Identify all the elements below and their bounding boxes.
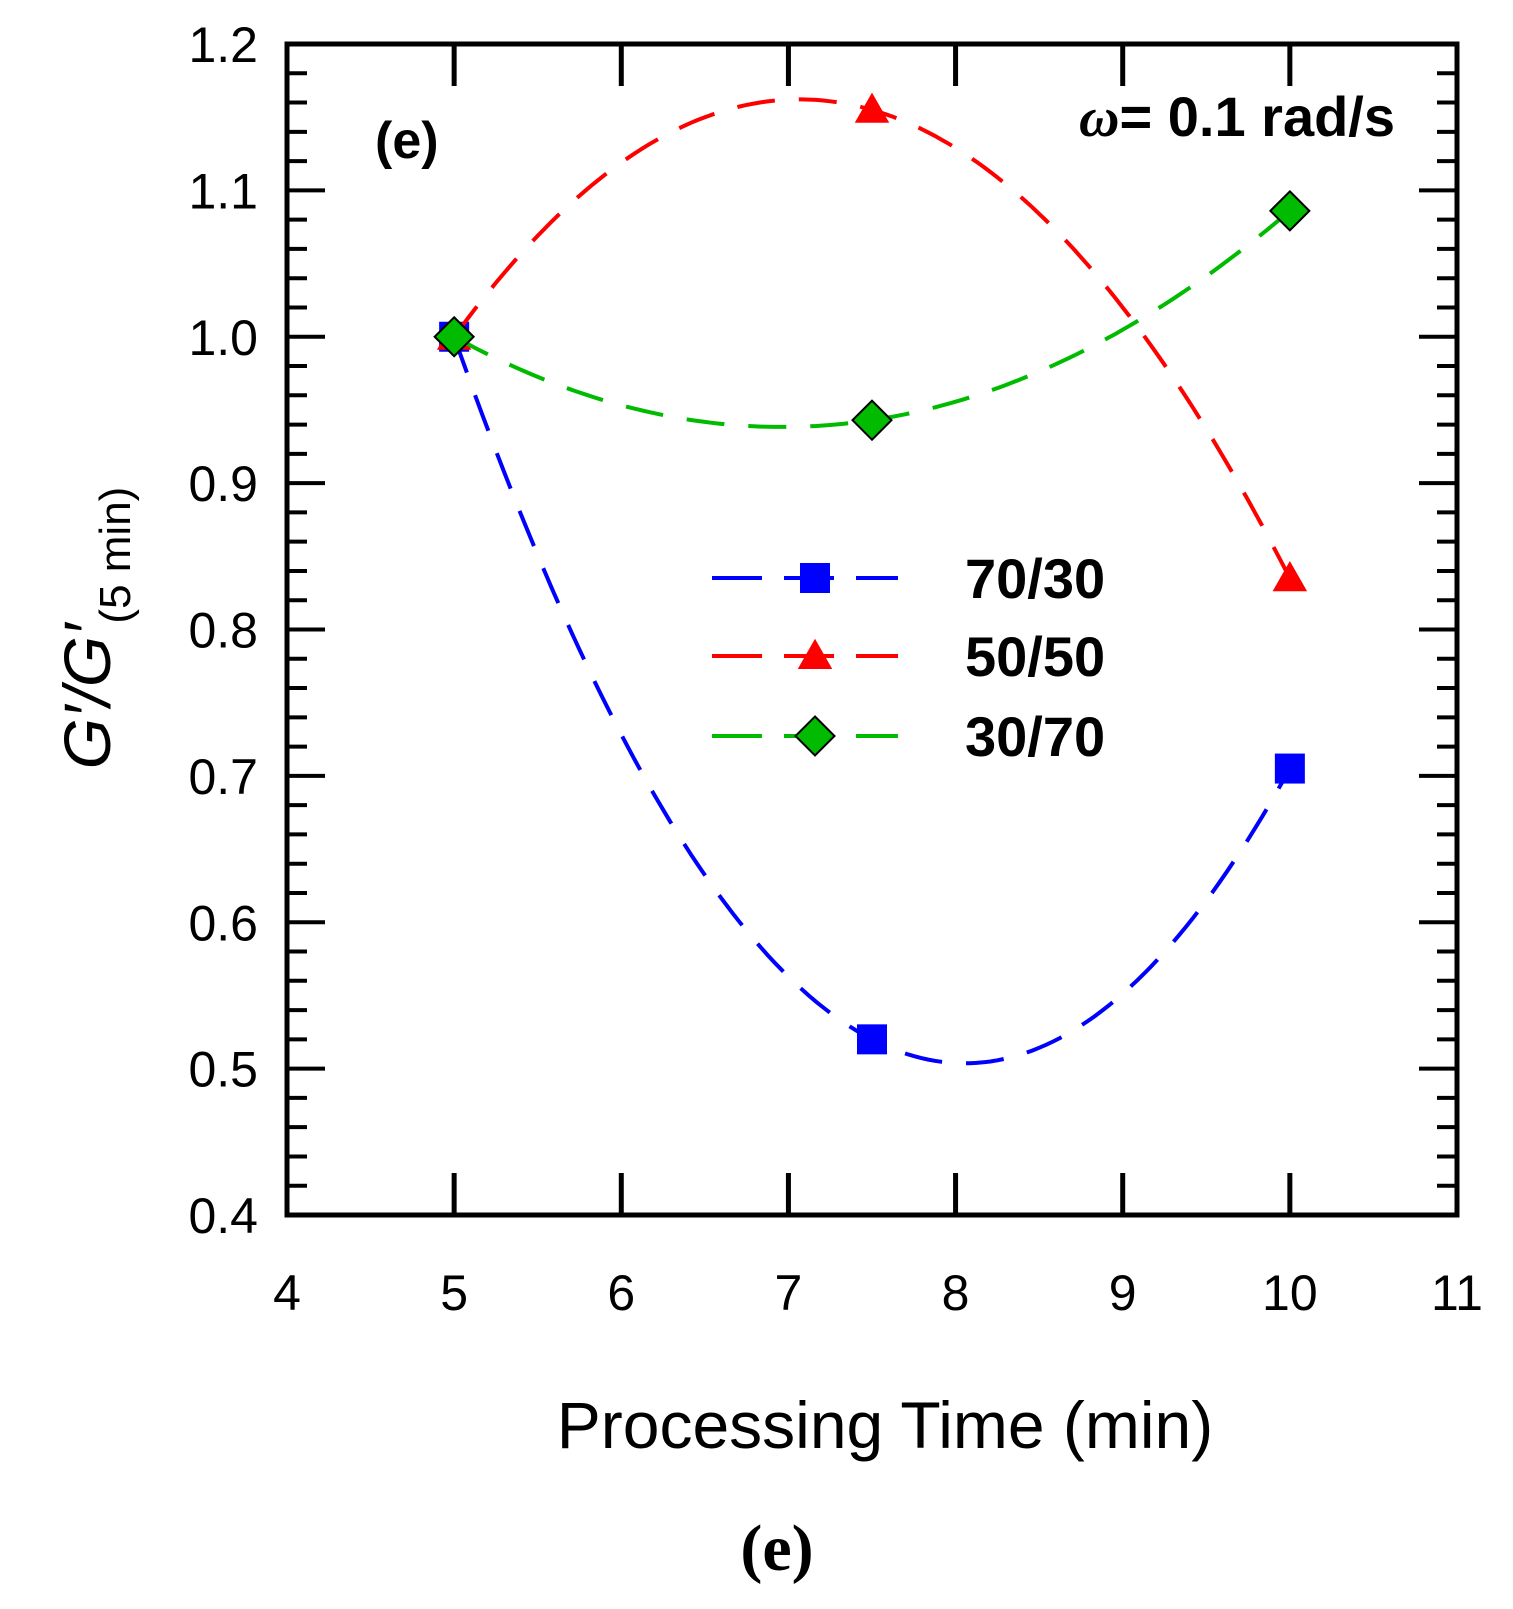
y-tick-label: 1.1 bbox=[188, 163, 258, 219]
data-point bbox=[851, 399, 893, 442]
data-point bbox=[1272, 561, 1308, 592]
series-50-50 bbox=[436, 92, 1308, 592]
x-tick-labels: 4 5 6 7 8 9 10 11 bbox=[273, 1265, 1483, 1321]
series-line bbox=[453, 209, 1292, 429]
tick-marks bbox=[284, 42, 1460, 1217]
y-tick-label: 0.8 bbox=[188, 603, 258, 659]
series-line bbox=[452, 97, 1292, 580]
data-point bbox=[857, 1024, 887, 1055]
figure-caption: (e) bbox=[740, 1512, 813, 1585]
y-tick-labels: 0.4 0.5 0.6 0.7 0.8 0.9 1.0 1.1 1.2 bbox=[188, 17, 258, 1244]
y-tick-label: 0.9 bbox=[188, 456, 258, 512]
legend-marker bbox=[794, 715, 836, 757]
y-axis-title: G′/G′(5 min) bbox=[50, 487, 140, 770]
data-point bbox=[433, 315, 476, 358]
y-axis-title-main: G′/G′ bbox=[50, 621, 124, 769]
x-tick-label: 9 bbox=[1109, 1265, 1137, 1321]
omega-symbol: ω bbox=[1079, 87, 1120, 149]
y-tick-label: 0.4 bbox=[188, 1188, 258, 1244]
legend-marker bbox=[800, 563, 830, 593]
y-tick-label: 0.5 bbox=[188, 1042, 258, 1098]
legend-label: 30/70 bbox=[965, 705, 1105, 768]
series-line bbox=[452, 336, 1292, 1066]
x-tick-label: 5 bbox=[440, 1265, 468, 1321]
x-tick-label: 8 bbox=[942, 1265, 970, 1321]
legend-label: 70/30 bbox=[965, 547, 1105, 610]
y-tick-label: 0.6 bbox=[188, 895, 258, 951]
x-axis-title: Processing Time (min) bbox=[557, 1388, 1214, 1462]
x-tick-label: 10 bbox=[1262, 1265, 1318, 1321]
legend-marker bbox=[797, 638, 833, 669]
x-tick-label: 7 bbox=[775, 1265, 803, 1321]
y-tick-label: 0.7 bbox=[188, 749, 258, 805]
condition-annotation: ω= 0.1 rad/s bbox=[1079, 85, 1395, 149]
data-point bbox=[1274, 753, 1305, 784]
panel-label: (e) bbox=[375, 112, 439, 170]
x-tick-label: 11 bbox=[1431, 1265, 1483, 1321]
x-tick-label: 4 bbox=[273, 1265, 301, 1321]
data-point bbox=[1268, 189, 1311, 232]
legend-label: 50/50 bbox=[965, 625, 1105, 688]
x-tick-label: 6 bbox=[607, 1265, 635, 1321]
legend: 70/30 50/50 30/70 bbox=[712, 547, 1105, 768]
y-tick-label: 1.2 bbox=[188, 17, 258, 73]
y-tick-label: 1.0 bbox=[188, 310, 258, 366]
series-30-70 bbox=[433, 189, 1311, 442]
y-axis-title-subscript: (5 min) bbox=[91, 487, 140, 624]
condition-value: = 0.1 rad/s bbox=[1119, 85, 1395, 148]
data-point bbox=[854, 92, 890, 123]
series-group bbox=[433, 92, 1311, 1066]
